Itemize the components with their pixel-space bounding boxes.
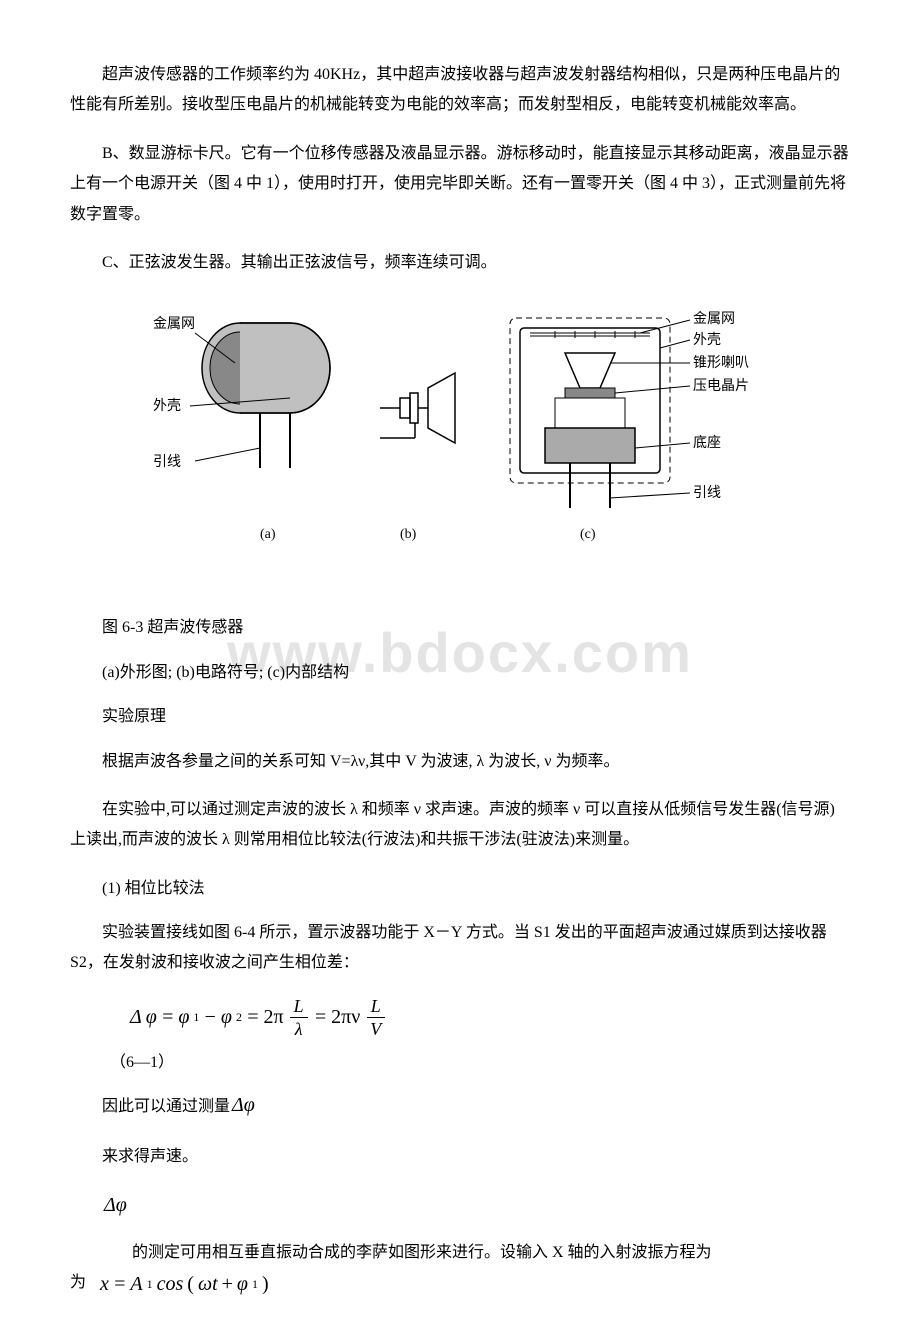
paragraph-7: 实验装置接线如图 6-4 所示，置示波器功能于 X－Y 方式。当 S1 发出的平… xyxy=(70,918,850,979)
para8-text: 因此可以通过测量 xyxy=(102,1098,230,1115)
eq-sym-f2: = xyxy=(113,1273,127,1296)
phi2-sym: φ xyxy=(221,1006,232,1029)
paragraph-6: (1) 相位比较法 xyxy=(70,874,850,904)
frac1-num: L xyxy=(290,997,308,1018)
diagram-c: 金属网 外壳 锥形喇叭 压电晶片 底座 引线 (c) xyxy=(510,311,749,542)
delta-phi-inline-2: Δφ xyxy=(104,1194,127,1216)
A-sub: 1 xyxy=(147,1277,153,1292)
plus-sym: + xyxy=(222,1273,233,1296)
paragraph-8: 因此可以通过测量Δφ xyxy=(70,1086,850,1124)
phi-sym: φ xyxy=(146,1006,157,1029)
svg-text:引线: 引线 xyxy=(693,485,721,501)
sensor-diagram-svg: 金属网 外壳 引线 (a) (b) xyxy=(150,298,750,588)
omega-t: ωt xyxy=(198,1273,218,1296)
twopi1: 2π xyxy=(263,1006,283,1029)
eq-sym: = xyxy=(161,1006,175,1029)
svg-text:引线: 引线 xyxy=(153,454,181,470)
x-sym: x xyxy=(100,1273,109,1296)
paragraph-intro: 超声波传感器的工作频率约为 40KHz，其中超声波接收器与超声波发射器结构相似，… xyxy=(70,60,850,121)
lparen: ( xyxy=(187,1273,194,1296)
paragraph-9: 来求得声速。 xyxy=(70,1142,850,1172)
paragraph-10: Δφ xyxy=(70,1186,850,1224)
svg-text:压电晶片: 压电晶片 xyxy=(693,378,749,394)
frac2: L V xyxy=(366,997,385,1038)
diagram-a: 金属网 外壳 引线 (a) xyxy=(153,316,330,542)
svg-text:(b): (b) xyxy=(400,527,417,542)
svg-text:(c): (c) xyxy=(580,527,596,542)
svg-text:(a): (a) xyxy=(260,527,276,542)
paragraph-11-row: 为 的测定可用相互垂直振动合成的李萨如图形来进行。设输入 X 轴的入射波振方程为… xyxy=(70,1238,850,1295)
paragraph-11: 的测定可用相互垂直振动合成的李萨如图形来进行。设输入 X 轴的入射波振方程为 xyxy=(100,1238,850,1268)
paragraph-4: 根据声波各参量之间的关系可知 V=λν,其中 V 为波速, λ 为波长, ν 为… xyxy=(70,747,850,777)
frac1: L λ xyxy=(290,997,308,1038)
figure-6-3: 金属网 外壳 引线 (a) (b) xyxy=(150,298,850,593)
figure-caption-1: 图 6-3 超声波传感器 xyxy=(70,613,850,643)
twopi2: 2πν xyxy=(331,1006,360,1029)
sub2: 2 xyxy=(236,1010,242,1025)
delta-phi-inline: Δφ xyxy=(232,1094,255,1116)
eq-sym3: = xyxy=(314,1006,328,1029)
para11-prefix-wei: 为 xyxy=(70,1268,100,1296)
frac2-num: L xyxy=(367,997,385,1018)
eq-sym2: = xyxy=(246,1006,260,1029)
phi1-sym: φ xyxy=(178,1006,189,1029)
A-sym: A xyxy=(130,1273,142,1296)
phi-sub: 1 xyxy=(252,1277,258,1292)
figure-caption-2: (a)外形图; (b)电路符号; (c)内部结构 xyxy=(70,658,850,688)
svg-text:外壳: 外壳 xyxy=(153,397,181,414)
diagram-b: (b) xyxy=(380,373,455,542)
rparen: ) xyxy=(262,1273,269,1296)
paragraph-5: 在实验中,可以通过测定声波的波长 λ 和频率 ν 求声速。声波的频率 ν 可以直… xyxy=(70,795,850,856)
document-content: 超声波传感器的工作频率约为 40KHz，其中超声波接收器与超声波发射器结构相似，… xyxy=(70,60,850,1296)
formula-2: x = A1 cos (ωt + φ1) xyxy=(100,1273,850,1296)
paragraph-b: B、数显游标卡尺。它有一个位移传感器及液晶显示器。游标移动时，能直接显示其移动距… xyxy=(70,139,850,230)
phi-f2: φ xyxy=(237,1273,248,1296)
delta-sym: Δ xyxy=(130,1006,142,1029)
formula-number-1: （6—1） xyxy=(70,1048,850,1072)
paragraph-c: C、正弦波发生器。其输出正弦波信号，频率连续可调。 xyxy=(70,248,850,278)
minus-sym: − xyxy=(203,1006,217,1029)
heading-principle: 实验原理 xyxy=(70,702,850,732)
svg-text:金属网: 金属网 xyxy=(153,316,195,332)
svg-text:底座: 底座 xyxy=(693,435,721,451)
sub1: 1 xyxy=(193,1010,199,1025)
svg-text:金属网: 金属网 xyxy=(693,311,735,327)
cos-sym: cos xyxy=(157,1273,184,1296)
formula-1: Δφ = φ1 − φ2 = 2π L λ = 2πν L V xyxy=(130,997,850,1038)
svg-text:锥形喇叭: 锥形喇叭 xyxy=(693,355,749,371)
frac1-den: λ xyxy=(291,1018,307,1038)
svg-text:外壳: 外壳 xyxy=(693,331,721,348)
frac2-den: V xyxy=(366,1018,385,1038)
